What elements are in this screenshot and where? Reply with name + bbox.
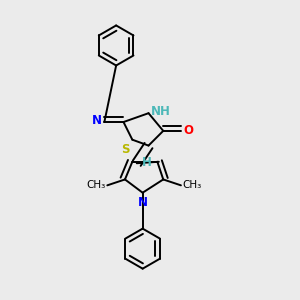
Text: NH: NH bbox=[151, 105, 171, 118]
Text: CH₃: CH₃ bbox=[87, 180, 106, 190]
Text: H: H bbox=[142, 156, 152, 169]
Text: S: S bbox=[122, 142, 130, 156]
Text: N: N bbox=[92, 114, 101, 127]
Text: CH₃: CH₃ bbox=[182, 180, 202, 190]
Text: N: N bbox=[138, 196, 148, 208]
Text: O: O bbox=[183, 124, 193, 137]
